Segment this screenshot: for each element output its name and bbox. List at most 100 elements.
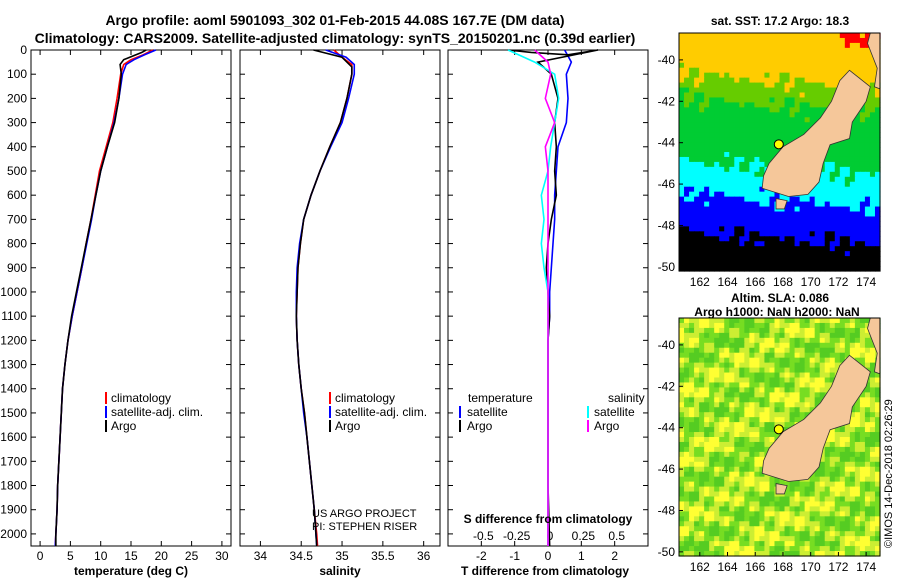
- map-cell: [734, 201, 740, 208]
- map-cell: [734, 347, 740, 354]
- map-cell: [869, 427, 876, 433]
- map-cell: [814, 332, 821, 339]
- map-cell: [864, 251, 871, 257]
- map-cell: [849, 342, 856, 349]
- map-cell: [834, 476, 841, 483]
- map-cell: [679, 186, 685, 193]
- map-cell: [819, 451, 826, 458]
- map-cell: [809, 407, 816, 413]
- map-cell: [844, 166, 851, 173]
- map-cell: [864, 102, 871, 108]
- map-cell: [754, 152, 760, 158]
- map-cell: [784, 82, 791, 89]
- map-cell: [839, 446, 846, 453]
- map-cell: [739, 246, 745, 252]
- map-cell: [864, 318, 871, 324]
- map-cell: [739, 407, 745, 413]
- map-cell: [729, 102, 735, 108]
- map-cell: [724, 417, 730, 423]
- map-cell: [724, 147, 730, 153]
- map-cell: [764, 33, 771, 39]
- map-cell: [834, 521, 841, 527]
- map-cell: [744, 461, 750, 468]
- map-cell: [869, 67, 876, 74]
- map-cell: [764, 496, 771, 503]
- map-cell: [824, 372, 831, 379]
- map-cell: [774, 147, 781, 153]
- map-cell: [804, 62, 811, 69]
- map-cell: [869, 461, 876, 468]
- map-cell: [864, 221, 871, 227]
- map-cell: [864, 456, 871, 463]
- map-cell: [729, 196, 735, 203]
- map-cell: [849, 37, 856, 44]
- map-cell: [859, 526, 866, 532]
- map-cell: [849, 407, 856, 413]
- map-cell: [709, 412, 715, 418]
- map-cell: [804, 246, 811, 252]
- map-cell: [754, 327, 760, 334]
- y-tick-label: 600: [7, 188, 27, 202]
- map-cell: [719, 251, 725, 257]
- map-cell: [704, 352, 710, 359]
- map-cell: [779, 387, 786, 393]
- map-cell: [734, 206, 740, 213]
- map-cell: [859, 536, 866, 542]
- map-cell: [764, 372, 771, 379]
- map-cell: [859, 521, 866, 527]
- map-cell: [709, 392, 715, 398]
- map-cell: [819, 496, 826, 503]
- map-cell: [834, 432, 841, 438]
- map-cell: [704, 67, 710, 74]
- map-cell: [734, 152, 740, 158]
- map-cell: [819, 206, 826, 213]
- map-cell: [839, 531, 846, 537]
- map-cell: [709, 466, 715, 473]
- map-cell: [829, 42, 836, 49]
- map-cell: [689, 372, 695, 379]
- map-cell: [874, 402, 881, 408]
- map-cell: [829, 261, 836, 267]
- map-cell: [789, 77, 796, 84]
- map-cell: [789, 52, 796, 59]
- map-cell: [824, 261, 831, 267]
- map-cell: [789, 107, 796, 113]
- map-cell: [839, 156, 846, 163]
- map-cell: [824, 57, 831, 64]
- map-cell: [699, 402, 705, 408]
- map-cell: [754, 332, 760, 339]
- map-cell: [789, 521, 796, 527]
- map-cell: [754, 241, 760, 247]
- map-cell: [694, 97, 700, 104]
- map-cell: [774, 226, 781, 232]
- map-cell: [704, 161, 710, 168]
- map-cell: [874, 466, 881, 473]
- map-cell: [689, 166, 695, 173]
- map-cell: [724, 347, 730, 354]
- map-cell: [749, 87, 755, 94]
- map-cell: [789, 546, 796, 552]
- map-cell: [809, 531, 816, 537]
- map-cell: [709, 246, 715, 252]
- map-cell: [829, 352, 836, 359]
- map-cell: [794, 87, 801, 94]
- map-cell: [744, 107, 750, 113]
- y-tick-label: 800: [7, 237, 27, 251]
- map-cell: [684, 62, 690, 69]
- map-cell: [859, 156, 866, 163]
- map-cell: [844, 152, 851, 158]
- map-cell: [774, 407, 781, 413]
- map-cell: [749, 156, 755, 163]
- map-cell: [714, 216, 720, 223]
- map-cell: [694, 446, 700, 453]
- map-cell: [874, 392, 881, 398]
- map-cell: [684, 231, 690, 237]
- map-cell: [834, 196, 841, 203]
- map-cell: [699, 251, 705, 257]
- map-cell: [739, 511, 745, 517]
- map-cell: [834, 437, 841, 443]
- map-cell: [744, 402, 750, 408]
- map-cell: [749, 546, 755, 552]
- map-cell: [849, 33, 856, 39]
- map-cell: [774, 57, 781, 64]
